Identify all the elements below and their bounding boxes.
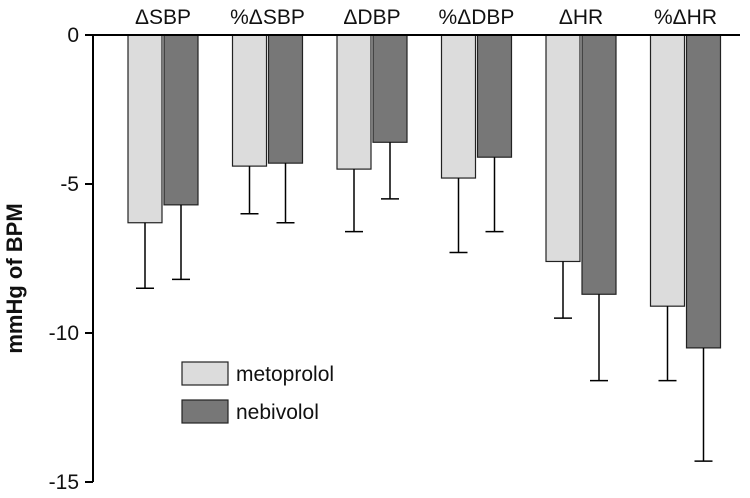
bar-nebivolol <box>685 34 722 349</box>
bar-metoprolol <box>336 34 372 170</box>
bar-nebivolol <box>372 34 408 143</box>
bar-nebivolol <box>163 34 199 206</box>
bar-metoprolol <box>649 34 686 307</box>
y-tick-label: 0 <box>67 24 79 47</box>
bar-metoprolol <box>231 34 268 167</box>
category-label: ΔDBP <box>343 6 400 29</box>
y-tick-label: -10 <box>49 322 79 345</box>
legend-swatch-metoprolol <box>181 361 229 386</box>
y-ticks: 0 -5 -10 -15 <box>49 24 93 494</box>
bar-nebivolol <box>476 34 513 158</box>
category-label: %ΔSBP <box>230 6 305 29</box>
y-axis-label: mmHg of BPM <box>2 203 27 353</box>
legend-label-nebivolol: nebivolol <box>236 401 319 424</box>
bar-nebivolol <box>581 34 617 295</box>
legend: metoprolol nebivolol <box>181 361 334 424</box>
y-tick-label: -15 <box>49 471 79 494</box>
category-labels: ΔSBP %ΔSBP ΔDBP %ΔDBP ΔHR %ΔHR <box>135 6 717 29</box>
y-tick-label: -5 <box>60 173 79 196</box>
legend-label-metoprolol: metoprolol <box>236 363 334 386</box>
bar-metoprolol <box>127 34 163 224</box>
category-label: %ΔHR <box>654 6 717 29</box>
category-label: %ΔDBP <box>439 6 515 29</box>
error-bars <box>136 142 713 462</box>
bar-metoprolol <box>440 34 477 179</box>
bar-nebivolol <box>267 34 304 164</box>
bar-metoprolol <box>545 34 581 263</box>
bars <box>127 34 722 349</box>
category-label: ΔSBP <box>135 6 191 29</box>
legend-swatch-nebivolol <box>181 399 229 424</box>
category-label: ΔHR <box>559 6 603 29</box>
